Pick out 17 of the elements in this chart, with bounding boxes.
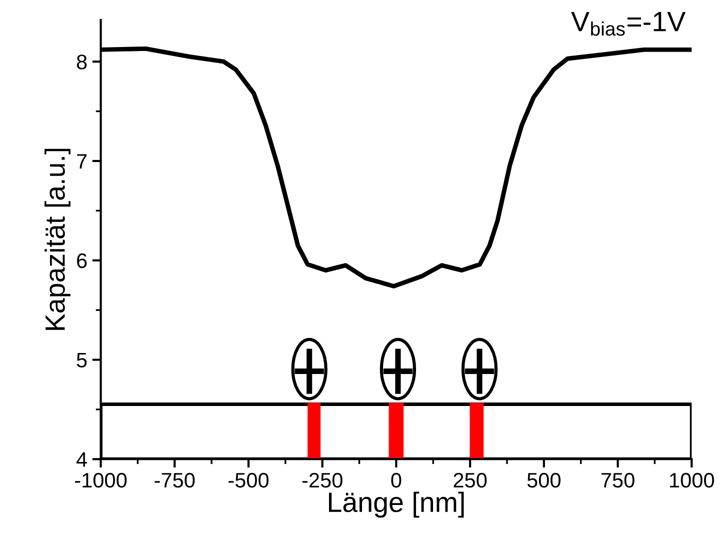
x-tick-label: 250 [454,472,487,488]
x-tick-label: 1000 [670,472,714,488]
y-tick-label: 6 [77,253,87,268]
x-tick-label: 500 [527,472,560,488]
x-tick-label: -250 [302,472,342,488]
x-tick-label: 750 [601,472,634,488]
y-tick-label: 7 [77,154,87,169]
x-tick-label: 0 [391,472,402,488]
x-tick-label: -1000 [75,472,127,488]
y-tick-label: 8 [76,54,87,70]
x-tick-label: -750 [154,472,195,488]
y-tick-label: 5 [76,352,87,368]
y-tick-label: 4 [76,452,87,467]
annotation: V$_{bias}$=-1V [571,12,686,36]
y-axis-title: Kapazität [a.u.] [44,148,70,330]
x-tick-label: -500 [228,472,269,488]
x-axis-title: Länge [nm] [329,492,464,518]
